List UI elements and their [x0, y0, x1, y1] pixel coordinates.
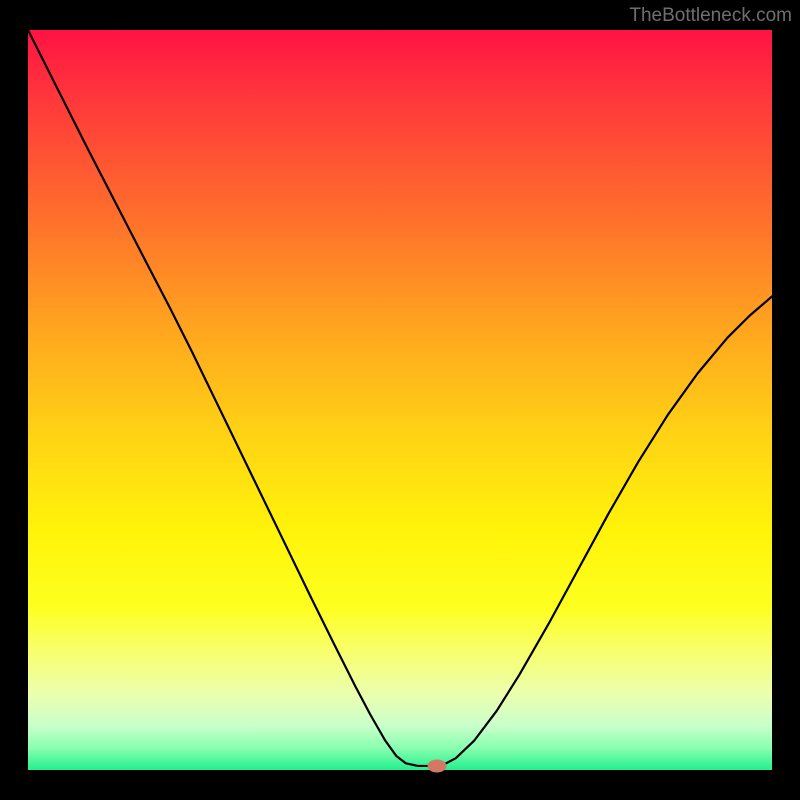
gradient-background — [28, 30, 772, 770]
optimum-marker — [428, 759, 447, 772]
chart-frame: TheBottleneck.com — [0, 0, 800, 800]
plot-area — [28, 30, 772, 770]
watermark-text: TheBottleneck.com — [629, 5, 792, 27]
chart-svg — [28, 30, 772, 770]
